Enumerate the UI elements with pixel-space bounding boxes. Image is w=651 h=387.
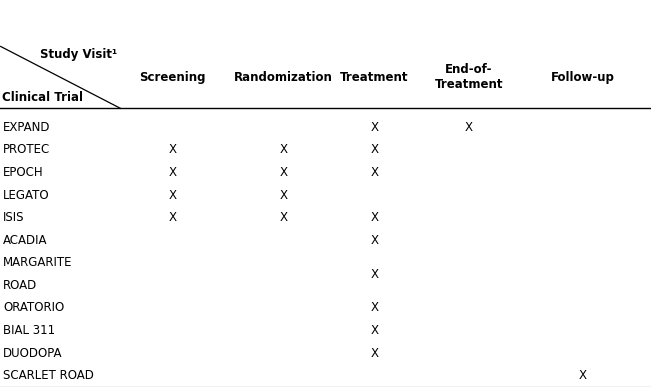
Text: X: X [370, 166, 378, 179]
Text: PROTEC: PROTEC [3, 144, 51, 156]
Text: Follow-up: Follow-up [551, 71, 615, 84]
Text: X: X [169, 211, 176, 224]
Text: Treatment: Treatment [340, 71, 409, 84]
Text: X: X [370, 234, 378, 247]
Text: Screening: Screening [139, 71, 206, 84]
Text: ORATORIO: ORATORIO [3, 301, 64, 315]
Text: Randomization: Randomization [234, 71, 333, 84]
Text: EXPAND: EXPAND [3, 121, 51, 134]
Text: ISIS: ISIS [3, 211, 25, 224]
Text: X: X [370, 324, 378, 337]
Text: X: X [370, 301, 378, 315]
Text: X: X [279, 211, 287, 224]
Text: X: X [169, 188, 176, 202]
Text: SCARLET ROAD: SCARLET ROAD [3, 369, 94, 382]
Text: X: X [370, 121, 378, 134]
Text: X: X [579, 369, 587, 382]
Text: BIAL 311: BIAL 311 [3, 324, 55, 337]
Text: X: X [169, 166, 176, 179]
Text: Study Visit¹: Study Visit¹ [40, 48, 117, 62]
Text: X: X [370, 347, 378, 360]
Text: DUODOPA: DUODOPA [3, 347, 62, 360]
Text: EPOCH: EPOCH [3, 166, 44, 179]
Text: X: X [370, 144, 378, 156]
Text: MARGARITE: MARGARITE [3, 256, 73, 269]
Text: X: X [279, 188, 287, 202]
Text: ACADIA: ACADIA [3, 234, 48, 247]
Text: X: X [279, 144, 287, 156]
Text: ROAD: ROAD [3, 279, 38, 292]
Text: LEGATO: LEGATO [3, 188, 50, 202]
Text: X: X [169, 144, 176, 156]
Text: X: X [279, 166, 287, 179]
Text: End-of-
Treatment: End-of- Treatment [434, 63, 503, 91]
Text: Clinical Trial: Clinical Trial [2, 91, 83, 104]
Text: X: X [370, 268, 378, 281]
Text: X: X [370, 211, 378, 224]
Text: X: X [465, 121, 473, 134]
